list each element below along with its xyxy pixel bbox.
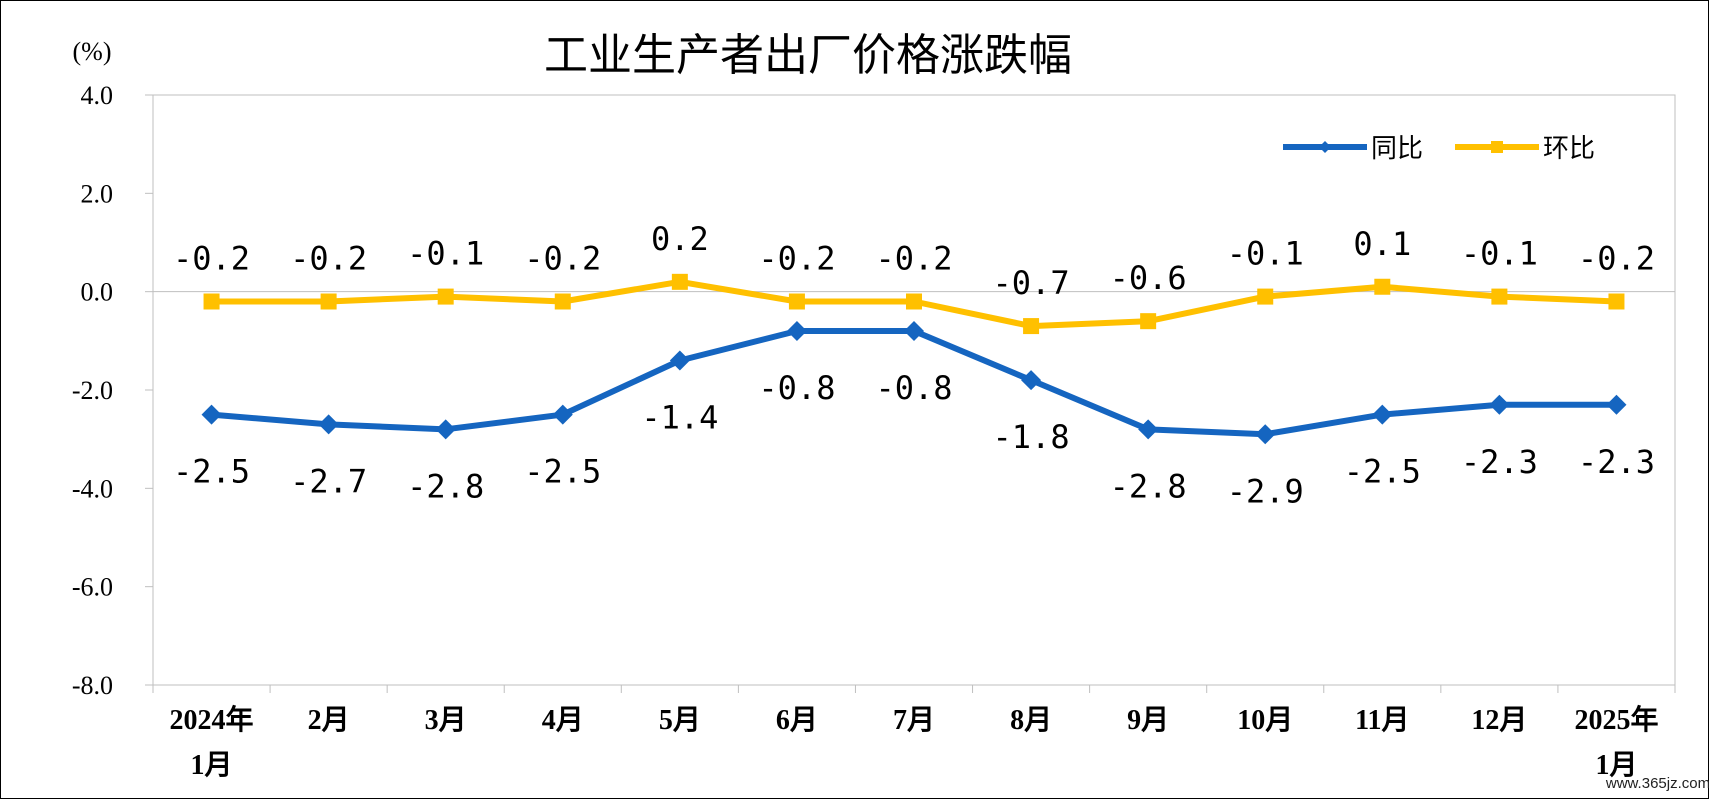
y-tick-label: -6.0 — [72, 573, 113, 602]
data-point — [1374, 278, 1391, 295]
legend-label: 同比 — [1371, 134, 1423, 164]
x-tick-label: 4月 — [542, 705, 584, 736]
y-tick-label: -8.0 — [72, 671, 113, 700]
data-label: -0.8 — [758, 369, 835, 407]
data-label: 0.2 — [651, 220, 709, 258]
data-label: -0.2 — [1578, 240, 1655, 278]
x-tick-label: 3月 — [425, 705, 467, 736]
data-point — [786, 321, 807, 341]
data-point — [1255, 424, 1276, 445]
data-label: -0.6 — [1110, 259, 1187, 297]
x-tick-label: 1月 — [191, 750, 233, 781]
data-label: -0.2 — [290, 240, 367, 278]
y-tick-label: -2.0 — [72, 376, 113, 405]
data-label: -2.5 — [1344, 453, 1421, 491]
data-label: -2.5 — [173, 453, 250, 491]
y-tick-label: 4.0 — [81, 81, 114, 110]
y-tick-label: 0.0 — [81, 278, 114, 307]
legend-marker — [1491, 141, 1503, 153]
data-label: -2.3 — [1578, 443, 1655, 481]
legend-label: 环比 — [1543, 134, 1595, 164]
data-point — [552, 404, 573, 425]
data-label: -0.1 — [407, 235, 484, 273]
data-labels: -2.5 -2.7 -2.8 -2.5 -1.4 -0.8 -0.8 -1.8 -2.8 -2.9… — [173, 220, 1655, 510]
x-tick-label: 5月 — [659, 705, 701, 736]
data-label: -2.9 — [1227, 472, 1304, 510]
data-label: -0.2 — [524, 240, 601, 278]
data-point — [1257, 288, 1274, 305]
data-label: -1.4 — [641, 399, 718, 437]
y-tick-label: 2.0 — [81, 179, 114, 208]
data-point — [1023, 318, 1040, 335]
data-label: -2.8 — [407, 467, 484, 505]
chart-title: 工业生产者出厂价格涨跌幅 — [544, 30, 1072, 81]
data-point — [1372, 404, 1393, 425]
data-label: -0.2 — [173, 240, 250, 278]
axes: 4.0 2.0 0.0 -2.0 -4.0 -6.0 -8.0 2024年 1月 2月 3月 4月 5月… — [72, 81, 1676, 781]
data-point — [1491, 288, 1508, 305]
watermark: www.365jz.com — [1605, 775, 1709, 792]
data-point — [203, 293, 220, 310]
data-point — [671, 273, 688, 290]
data-point — [554, 293, 571, 310]
data-label: -0.8 — [875, 369, 952, 407]
data-point — [201, 404, 222, 425]
series-layer — [201, 273, 1627, 445]
data-label: -2.8 — [1110, 467, 1187, 505]
data-point — [1138, 419, 1159, 440]
data-point — [318, 414, 339, 435]
series-mom — [203, 273, 1625, 335]
x-tick-label: 6月 — [776, 705, 818, 736]
data-point — [437, 288, 454, 305]
data-label: -2.7 — [290, 462, 367, 500]
x-tick-label: 1月 — [1595, 750, 1637, 781]
data-label: -0.7 — [993, 264, 1070, 302]
x-tick-label: 9月 — [1127, 705, 1169, 736]
data-point — [1606, 394, 1627, 415]
data-label: -1.8 — [993, 418, 1070, 456]
x-tick-label: 8月 — [1010, 705, 1052, 736]
data-point — [1608, 293, 1625, 310]
data-point — [906, 293, 922, 310]
data-point — [1489, 394, 1510, 415]
data-point — [435, 419, 456, 440]
series-yoy — [201, 321, 1627, 445]
x-tick-label: 10月 — [1237, 705, 1293, 736]
y-axis-unit: (%) — [73, 37, 112, 66]
data-point — [669, 350, 690, 371]
x-tick-label: 11月 — [1355, 705, 1409, 736]
data-point — [320, 293, 337, 310]
data-point — [1021, 370, 1042, 391]
data-label: -0.2 — [758, 240, 835, 278]
data-point — [1140, 313, 1157, 330]
legend-marker — [1319, 141, 1331, 153]
data-point — [904, 321, 924, 341]
data-label: 0.1 — [1353, 225, 1411, 263]
data-point — [788, 293, 805, 310]
data-label: -0.1 — [1227, 235, 1304, 273]
data-label: -0.1 — [1461, 235, 1538, 273]
x-tick-label: 2024年 — [170, 703, 254, 736]
data-label: -2.3 — [1461, 443, 1538, 481]
y-tick-label: -4.0 — [72, 474, 113, 503]
x-tick-label: 2025年 — [1574, 703, 1658, 736]
x-tick-label: 12月 — [1471, 705, 1527, 736]
x-tick-label: 7月 — [893, 705, 935, 736]
data-label: -2.5 — [524, 453, 601, 491]
data-label: -0.2 — [875, 240, 952, 278]
legend: 同比 环比 — [1283, 134, 1595, 164]
x-tick-label: 2月 — [308, 705, 350, 736]
